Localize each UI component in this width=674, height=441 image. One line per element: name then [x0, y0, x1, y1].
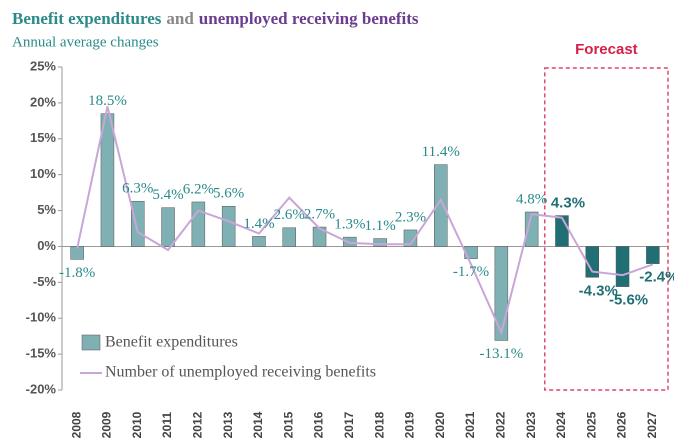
data-label: -13.1%	[479, 346, 523, 362]
y-tick-label: 10%	[30, 166, 56, 181]
data-label: -2.4%	[639, 269, 674, 286]
legend-label: Benefit expenditures	[105, 334, 238, 351]
data-label: -1.8%	[59, 265, 95, 281]
line	[76, 106, 654, 336]
y-tick-label: -20%	[26, 381, 57, 396]
chart-subtitle: Annual average changes	[12, 34, 159, 50]
y-tick-label: 15%	[30, 130, 56, 145]
data-label: -5.6%	[609, 292, 648, 309]
legend-swatch	[81, 334, 101, 351]
data-label: 1.4%	[243, 216, 274, 232]
data-label: 5.4%	[152, 187, 183, 203]
bar	[646, 246, 660, 264]
data-label: 11.4%	[422, 144, 460, 160]
y-tick-label: 5%	[37, 202, 56, 217]
y-tick-label: -5%	[33, 274, 57, 289]
data-label: 1.1%	[365, 218, 396, 234]
x-tick-label: 2025	[584, 411, 598, 438]
x-tick-label: 2022	[494, 411, 508, 438]
bar	[312, 226, 327, 247]
forecast-box	[544, 67, 669, 391]
bar	[221, 205, 236, 247]
title-part: Benefit expenditures	[12, 9, 162, 28]
x-tick-label: 2024	[554, 411, 568, 438]
x-tick-label: 2020	[433, 411, 447, 438]
bar	[403, 229, 418, 247]
bar	[434, 164, 448, 247]
title-part: and	[166, 9, 194, 28]
x-tick-label: 2017	[342, 411, 356, 438]
bar	[555, 215, 569, 247]
x-tick-label: 2012	[191, 411, 205, 438]
data-label: 6.2%	[183, 181, 214, 197]
x-tick-label: 2011	[160, 412, 174, 438]
x-tick-label: 2019	[403, 411, 417, 438]
forecast-label: Forecast	[575, 41, 638, 58]
bar	[100, 113, 115, 247]
x-tick-label: 2021	[463, 411, 477, 438]
bar	[373, 238, 387, 247]
x-tick-label: 2009	[100, 411, 114, 438]
data-label: -1.7%	[453, 264, 489, 280]
legend-label: Number of unemployed receiving benefits	[105, 364, 376, 381]
bar	[161, 207, 175, 247]
bar	[282, 227, 296, 247]
data-label: 6.3%	[122, 181, 153, 197]
data-label: 5.6%	[213, 186, 244, 202]
bar	[191, 201, 206, 247]
data-label: 2.6%	[274, 207, 305, 223]
chart-title: Benefit expenditures and unemployed receiv…	[12, 9, 419, 28]
x-tick-label: 2023	[524, 411, 538, 438]
y-tick-label: 25%	[30, 58, 56, 73]
x-tick-label: 2014	[251, 411, 265, 438]
x-tick-label: 2010	[130, 411, 144, 438]
bar	[131, 200, 145, 247]
x-tick-label: 2013	[221, 411, 235, 438]
data-label: 2.3%	[395, 209, 426, 225]
data-label: 4.8%	[516, 191, 547, 207]
y-tick-label: -10%	[26, 310, 57, 325]
data-label: -4.3%	[579, 282, 618, 299]
data-label: 4.3%	[551, 195, 585, 212]
x-tick-label: 2016	[312, 411, 326, 438]
x-tick-label: 2027	[645, 411, 659, 438]
data-label: 18.5%	[88, 93, 127, 109]
x-tick-label: 2026	[615, 411, 629, 438]
y-tick-label: -15%	[26, 346, 57, 361]
bar	[252, 236, 266, 247]
title-part: unemployed receiving benefits	[199, 9, 419, 28]
x-tick-label: 2008	[69, 411, 83, 438]
data-label: 2.7%	[304, 207, 335, 223]
x-tick-label: 2015	[281, 411, 295, 438]
y-tick-label: 20%	[30, 94, 56, 109]
bar	[524, 211, 539, 247]
y-tick-label: 0%	[37, 238, 56, 253]
data-label: 1.3%	[334, 217, 365, 233]
bar	[615, 246, 630, 287]
x-tick-label: 2018	[372, 411, 386, 438]
bar	[494, 246, 509, 341]
